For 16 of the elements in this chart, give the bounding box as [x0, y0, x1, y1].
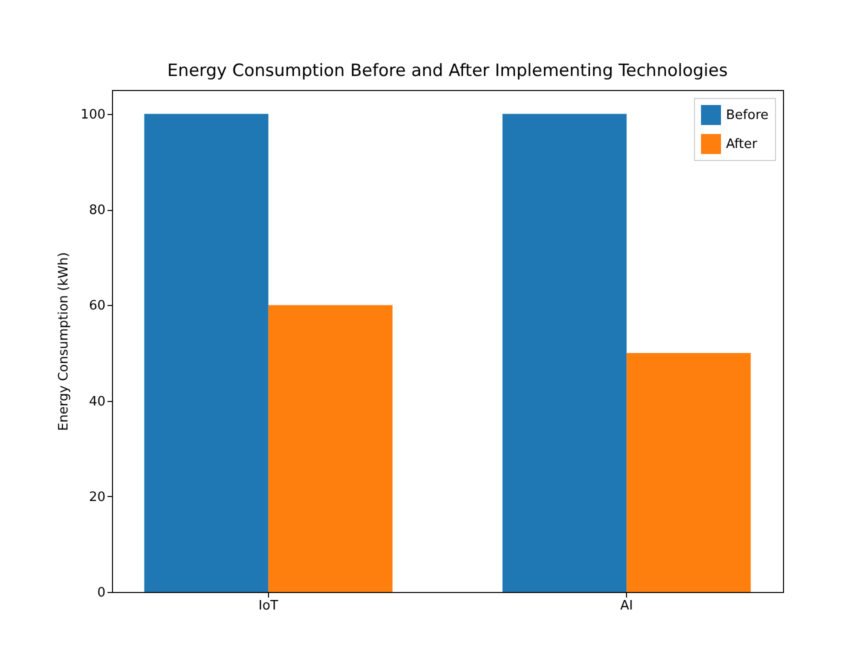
legend-label: After [726, 137, 758, 152]
y-tick-label: 100 [80, 107, 106, 122]
y-tick-label: 60 [88, 298, 106, 314]
chart-title: Energy Consumption Before and After Implementing Technologies [167, 61, 728, 81]
y-tick-label: 20 [88, 490, 106, 505]
y-tick-label: 80 [88, 203, 106, 218]
bar [144, 114, 268, 592]
y-axis-title: Energy Consumption (kWh) [56, 252, 72, 431]
bar [626, 352, 751, 592]
legend-label: Before [726, 108, 769, 123]
y-tick-label: 0 [97, 586, 106, 600]
x-tick-label: IoT [258, 598, 278, 614]
bar [268, 305, 393, 592]
bar [502, 114, 627, 592]
y-tick-label: 40 [88, 394, 106, 410]
x-tick-label: AI [620, 598, 633, 614]
